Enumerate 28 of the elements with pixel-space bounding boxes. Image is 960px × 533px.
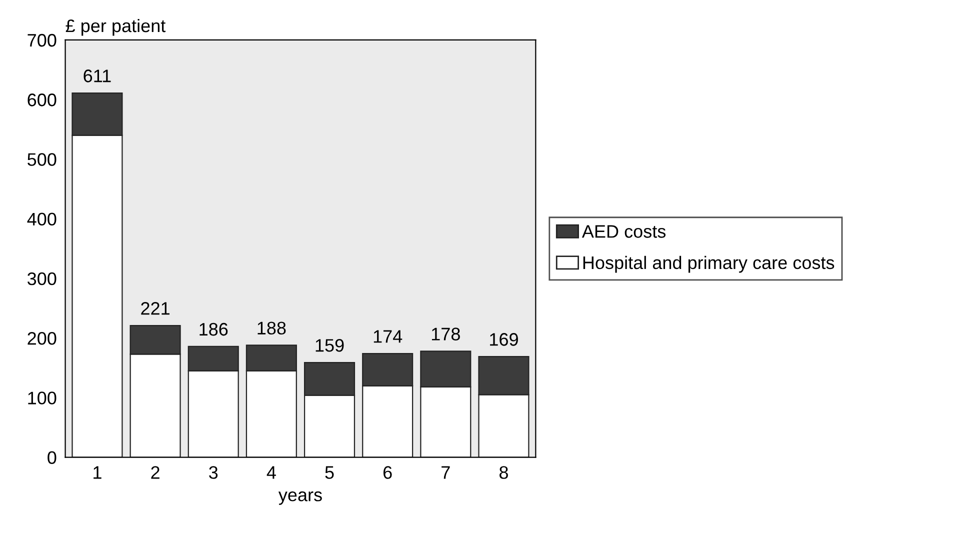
x-tick-label: 1 xyxy=(94,466,102,479)
y-tick-label: 100 xyxy=(28,392,56,404)
x-tick-label: 7 xyxy=(442,466,450,479)
total-label: 186 xyxy=(200,322,228,336)
total-label: 159 xyxy=(316,339,344,352)
x-tick-label: 6 xyxy=(383,466,392,479)
y-tick-label: 400 xyxy=(27,212,56,226)
total-label: 221 xyxy=(141,302,170,315)
legend-label: Hospital and primary care costs xyxy=(583,256,834,273)
x-tick-label: 4 xyxy=(266,466,276,479)
x-tick-label: 3 xyxy=(209,466,218,479)
legend-label: AED costs xyxy=(582,225,666,238)
y-tick-label: 500 xyxy=(28,153,56,166)
x-tick-label: 2 xyxy=(151,466,160,479)
y-tick-label: 0 xyxy=(48,451,56,464)
y-tick-label: 200 xyxy=(28,332,56,345)
total-label: 169 xyxy=(490,333,518,346)
x-tick-label: 5 xyxy=(325,466,334,479)
x-tick-label: 8 xyxy=(500,466,508,479)
total-label: 611 xyxy=(84,70,111,82)
y-tick-label: 700 xyxy=(28,34,56,47)
y-axis-title: £ per patient xyxy=(66,18,166,36)
total-label: 188 xyxy=(258,322,286,335)
y-tick-label: 300 xyxy=(28,272,56,286)
total-label: 174 xyxy=(374,330,402,343)
x-axis-title: years xyxy=(278,491,322,505)
y-tick-label: 600 xyxy=(28,94,56,106)
total-label: 178 xyxy=(432,328,460,340)
